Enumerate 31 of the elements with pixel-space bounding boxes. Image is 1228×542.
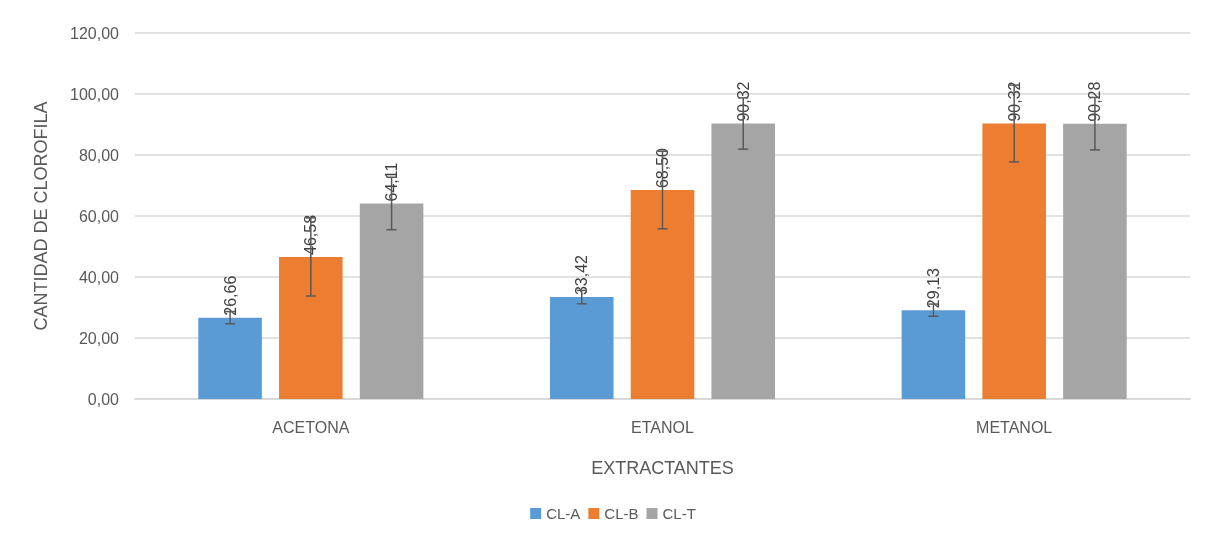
data-label: 90,28	[1086, 81, 1104, 122]
data-label: 90,32	[1005, 81, 1023, 122]
bar	[359, 203, 424, 399]
x-axis-title: EXTRACTANTES	[591, 458, 734, 478]
bar	[549, 297, 614, 399]
bar	[630, 190, 695, 399]
x-tick-label: ACETONA	[272, 418, 350, 436]
data-label: 46,58	[302, 214, 320, 255]
y-tick-label: 40,00	[78, 268, 120, 286]
bar	[198, 317, 262, 399]
bar	[982, 123, 1046, 399]
x-tick-label: ETANOL	[631, 418, 695, 436]
bar	[711, 123, 776, 399]
y-tick-label: 0,00	[87, 390, 120, 408]
y-tick-label: 80,00	[78, 146, 120, 164]
data-label: 33,42	[573, 254, 591, 296]
data-label: 90,32	[734, 81, 752, 122]
x-tick-label: METANOL	[976, 418, 1053, 436]
y-axis-title: CANTIDAD DE CLOROFILA	[31, 101, 51, 331]
bar	[901, 310, 966, 399]
bar	[1063, 123, 1127, 399]
y-tick-label: 60,00	[78, 207, 120, 225]
y-tick-label: 100,00	[70, 85, 120, 103]
y-tick-label: 120,00	[70, 24, 120, 42]
y-tick-label: 20,00	[78, 329, 120, 347]
legend-label: CL-A	[546, 505, 581, 522]
data-label: 26,66	[221, 275, 239, 316]
legend-label: CL-B	[604, 505, 639, 522]
legend-label: CL-T	[662, 505, 696, 522]
data-label: 29,13	[924, 268, 942, 309]
bar	[279, 256, 343, 399]
